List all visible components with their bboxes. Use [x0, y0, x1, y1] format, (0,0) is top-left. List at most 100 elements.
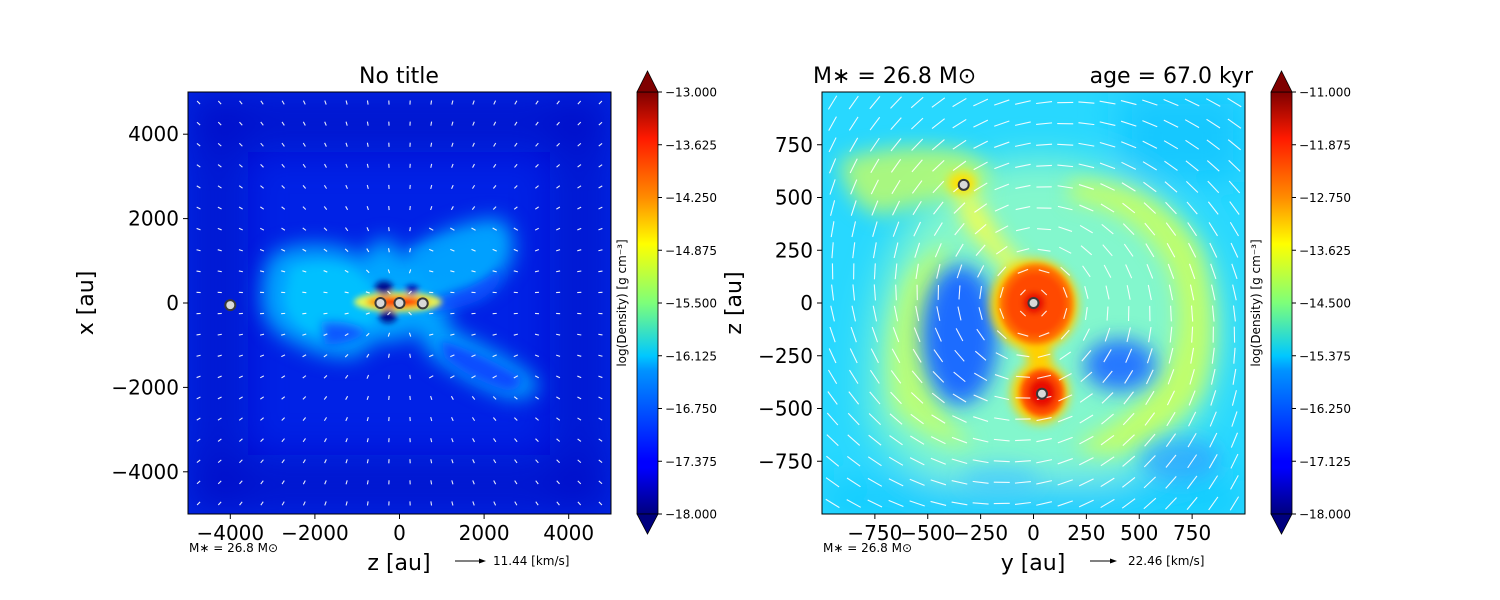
right-velocity-vector: [1230, 432, 1239, 448]
left-velocity-vector: [513, 354, 519, 358]
left-plot-title: No title: [359, 64, 439, 89]
left-velocity-vector: [472, 438, 475, 443]
right-velocity-vector: [1057, 164, 1074, 168]
left-velocity-vector: [323, 270, 328, 273]
right-velocity-vector: [974, 223, 987, 235]
left-velocity-vector: [302, 248, 307, 252]
right-velocity-vector: [893, 305, 899, 322]
right-x-tick-label: −500: [900, 521, 955, 545]
right-velocity-vector: [1228, 159, 1241, 172]
right-velocity-vector: [1084, 307, 1088, 321]
left-velocity-vector: [239, 142, 243, 147]
right-velocity-vector: [850, 179, 858, 195]
right-velocity-vector: [952, 97, 967, 108]
right-velocity-vector: [951, 436, 968, 444]
right-colorbar-label: log(Density) [g cm⁻³]: [1249, 239, 1263, 366]
right-velocity-vector: [851, 221, 857, 238]
left-velocity-vector: [344, 269, 349, 273]
left-velocity-vector: [345, 374, 349, 379]
left-velocity-vector: [556, 227, 561, 231]
right-velocity-vector: [1015, 100, 1031, 105]
left-velocity-vector: [260, 185, 264, 189]
right-velocity-vector: [1057, 185, 1073, 189]
right-velocity-vector: [831, 242, 834, 259]
right-velocity-vector: [1185, 160, 1199, 172]
right-velocity-vector: [933, 349, 944, 363]
right-velocity-vector: [999, 308, 1005, 319]
left-velocity-vector: [471, 248, 476, 252]
left-velocity-vector: [577, 459, 582, 464]
right-velocity-vector: [930, 457, 946, 465]
left-velocity-vector: [429, 270, 434, 273]
left-velocity-vector: [366, 416, 369, 422]
right-velocity-vector: [848, 116, 859, 131]
left-velocity-vector: [324, 100, 327, 105]
right-velocity-vector: [871, 326, 879, 343]
left-velocity-vector: [323, 248, 328, 252]
left-velocity-vector: [556, 121, 560, 126]
right-velocity-vector: [1080, 245, 1093, 256]
left-velocity-vector: [577, 438, 582, 442]
left-velocity-vector: [450, 395, 454, 400]
right-velocity-vector: [973, 140, 989, 149]
right-velocity-vector: [1120, 100, 1137, 106]
left-velocity-vector: [492, 396, 497, 400]
left-velocity-vector: [577, 270, 582, 273]
left-velocity-vector: [513, 270, 518, 273]
right-velocity-vector: [828, 116, 837, 131]
right-velocity-vector: [849, 369, 859, 384]
left-velocity-vector: [302, 142, 306, 147]
right-velocity-vector: [972, 437, 989, 443]
left-velocity-vector: [260, 396, 265, 400]
left-velocity-vector: [598, 501, 603, 506]
right-velocity-vector: [975, 244, 986, 256]
left-velocity-vector: [598, 333, 603, 336]
left-velocity-vector: [281, 438, 285, 443]
left-velocity-vector: [345, 501, 348, 506]
left-velocity-vector: [598, 185, 603, 189]
right-velocity-vector: [977, 265, 985, 278]
left-colorbar-tick-label: −18.000: [665, 508, 717, 522]
right-velocity-vector: [888, 478, 904, 487]
right-velocity-vector: [911, 370, 923, 384]
right-velocity-vector: [1057, 415, 1073, 423]
left-velocity-vector: [513, 333, 518, 336]
right-velocity-vector: [1122, 455, 1136, 467]
left-panel: No title −4000 −2000 0 2000 4000 −4000 −2000 0…: [74, 64, 612, 576]
right-velocity-vector: [1207, 201, 1219, 215]
right-velocity-vector: [1208, 454, 1218, 469]
right-velocity-vector: [868, 413, 882, 426]
left-velocity-vector: [344, 248, 349, 253]
right-colorbar-ticks: −18.000 −17.125 −16.250 −15.375 −14.500 −13.6…: [1292, 86, 1351, 522]
right-velocity-vector: [825, 498, 840, 509]
right-y-tick-label: 250: [775, 238, 813, 262]
left-velocity-vector: [238, 249, 243, 252]
left-velocity-vector: [238, 270, 243, 273]
right-velocity-vector: [1100, 456, 1115, 467]
left-velocity-vector: [365, 291, 370, 294]
right-velocity-vector: [1036, 416, 1052, 422]
right-velocity-vector: [910, 435, 925, 445]
left-colorbar-tick-label: −14.250: [665, 191, 717, 205]
left-velocity-vector: [513, 227, 519, 231]
left-velocity-vector: [345, 227, 349, 232]
right-sink-particle: [957, 178, 970, 191]
left-velocity-vector: [366, 184, 369, 190]
left-colorbar-min-extend: [636, 513, 659, 535]
left-x-tick-label: 4000: [543, 521, 594, 545]
left-velocity-vector: [556, 185, 561, 189]
left-velocity-vector: [451, 417, 454, 422]
left-velocity-vector: [471, 184, 476, 189]
right-velocity-vector: [1057, 500, 1073, 507]
left-y-tick-label: −4000: [111, 460, 179, 484]
right-stellar-mass-title: M∗ = 26.8 M⊙: [813, 64, 976, 89]
left-velocity-vector: [259, 333, 265, 336]
left-velocity-vector: [196, 100, 201, 105]
left-velocity-vector: [493, 438, 497, 443]
left-velocity-vector: [345, 438, 348, 443]
left-velocity-vector: [302, 354, 307, 358]
right-velocity-vector: [955, 243, 964, 257]
left-velocity-vector: [217, 354, 222, 357]
left-velocity-vector: [323, 206, 328, 210]
left-velocity-vector: [556, 333, 561, 336]
